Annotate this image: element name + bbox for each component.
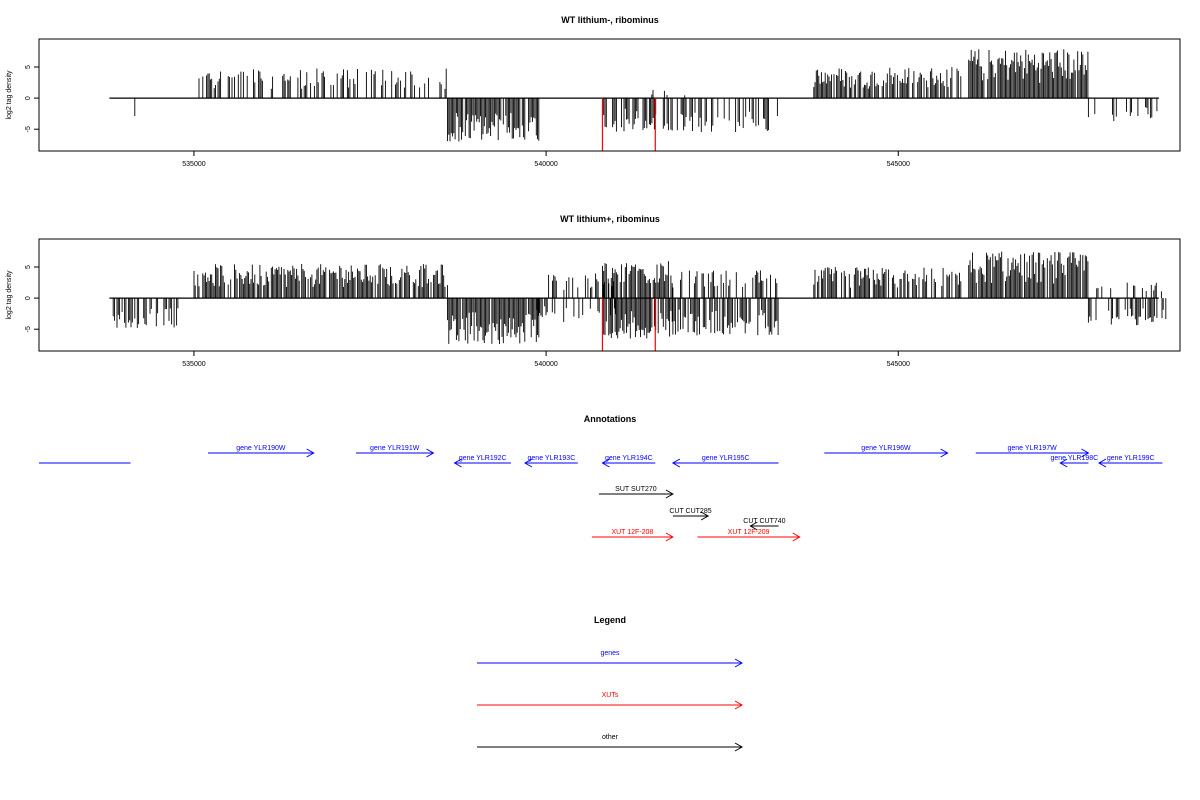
feature-label: CUT CUT285 — [669, 508, 711, 515]
arrow-right-icon — [792, 532, 801, 542]
feature-gene-ylr190w: gene YLR190W — [208, 445, 315, 458]
panel-title: WT lithium-, ribominus — [561, 15, 659, 25]
feature-label: SUT SUT270 — [615, 486, 657, 493]
legend-item-xuts: XUTs — [477, 692, 744, 710]
legend-label: other — [602, 734, 619, 741]
x-tick-label: 545000 — [887, 361, 910, 368]
legend-items: genes XUTs other — [477, 650, 744, 752]
arrow-left-icon — [1097, 458, 1107, 468]
feature-sut-sut270: SUT SUT270 — [598, 486, 674, 499]
y-tick-label: 0 — [25, 96, 32, 100]
legend-item-genes: genes — [477, 650, 744, 668]
feature-label: gene YLR191W — [370, 445, 420, 452]
track-panel-lithium-minus: WT lithium-, ribominus log2 tag density … — [6, 15, 1181, 168]
feature-label: gene YLR190W — [236, 445, 286, 452]
feature-label: gene YLR192C — [459, 455, 507, 462]
y-tick-label: 5 — [25, 65, 32, 69]
y-tick-label: -5 — [25, 126, 32, 132]
legend: Legend genes XUTs other — [477, 615, 744, 752]
legend-item-other: other — [477, 734, 744, 752]
y-tick-label: -5 — [25, 326, 32, 332]
arrow-left-icon — [1059, 458, 1068, 468]
feature-gene-ylr196w: gene YLR196W — [824, 445, 949, 458]
x-tick-label: 545000 — [887, 161, 910, 168]
feature-label: XUT 12F-208 — [611, 529, 653, 536]
feature-label: gene YLR198C — [1050, 455, 1098, 462]
arrow-right-icon — [306, 448, 315, 458]
track-panel-lithium-plus: WT lithium+, ribominus log2 tag density … — [6, 214, 1181, 368]
arrow-right-icon — [734, 658, 744, 668]
x-tick-label: 535000 — [182, 161, 205, 168]
feature-gene-ylr193c: gene YLR193C — [523, 455, 578, 468]
feature-xut-12f-209: XUT 12F-209 — [697, 529, 801, 542]
feature-label: gene YLR194C — [605, 455, 653, 462]
feature-label: CUT CUT740 — [743, 518, 785, 525]
y-axis-label: log2 tag density — [6, 70, 13, 120]
bar-series — [109, 251, 1167, 351]
arrow-right-icon — [734, 700, 744, 710]
feature-xut-12f-208: XUT 12F-208 — [591, 529, 674, 542]
arrow-left-icon — [671, 458, 681, 468]
axis-ticks: 535000 540000 545000 -5 0 5 — [25, 265, 910, 368]
y-axis-label: log2 tag density — [6, 270, 13, 320]
panel-title: WT lithium+, ribominus — [560, 214, 660, 224]
legend-label: XUTs — [602, 692, 619, 699]
feature-cut-cut285: CUT CUT285 — [669, 508, 712, 521]
arrow-right-icon — [734, 742, 744, 752]
arrow-right-icon — [700, 511, 710, 521]
annotations-title: Annotations — [584, 414, 637, 424]
x-tick-label: 540000 — [534, 361, 557, 368]
plot-frame — [38, 38, 1181, 152]
feature-gene-ylr198c: gene YLR198C — [1050, 455, 1098, 468]
feature-label: gene YLR195C — [702, 455, 750, 462]
arrow-left-icon — [453, 458, 462, 468]
x-tick-label: 535000 — [182, 361, 205, 368]
arrow-right-icon — [940, 448, 949, 458]
feature-gene-ylr199c: gene YLR199C — [1097, 455, 1163, 468]
annotation-track: Annotations gene YLR190W gene YLR191Wgene… — [39, 414, 1163, 542]
arrow-left-icon — [601, 458, 610, 468]
feature-gene-ylr192c: gene YLR192C — [453, 455, 511, 468]
bar-series — [109, 49, 1159, 151]
arrow-right-icon — [665, 532, 674, 542]
arrow-left-icon — [749, 521, 758, 531]
y-tick-label: 5 — [25, 265, 32, 269]
arrow-right-icon — [426, 448, 435, 458]
legend-label: genes — [600, 650, 620, 657]
feature-label: gene YLR199C — [1107, 455, 1155, 462]
feature-gene-ylr191w: gene YLR191W — [355, 445, 435, 458]
y-tick-label: 0 — [25, 296, 32, 300]
legend-title: Legend — [594, 615, 626, 625]
arrow-right-icon — [665, 489, 674, 499]
feature-label: gene YLR197W — [1007, 445, 1057, 452]
plot-frame — [38, 238, 1181, 352]
axis-ticks: 535000 540000 545000 -5 0 5 — [25, 65, 910, 168]
feature-list: gene YLR190W gene YLR191W gene YLR192C gene… — [39, 445, 1163, 542]
x-tick-label: 540000 — [534, 161, 557, 168]
arrow-right-icon — [1081, 448, 1090, 458]
feature-label: gene YLR193C — [528, 455, 576, 462]
feature-gene-ylr195c: gene YLR195C — [671, 455, 779, 468]
feature-cut-cut740: CUT CUT740 — [743, 518, 786, 531]
feature-label: gene YLR196W — [861, 445, 911, 452]
feature-label: XUT 12F-209 — [728, 529, 770, 536]
feature-gene-ylr194c: gene YLR194C — [601, 455, 656, 468]
feature-gene-ylr197w: gene YLR197W — [975, 445, 1090, 458]
arrow-left-icon — [523, 458, 533, 468]
